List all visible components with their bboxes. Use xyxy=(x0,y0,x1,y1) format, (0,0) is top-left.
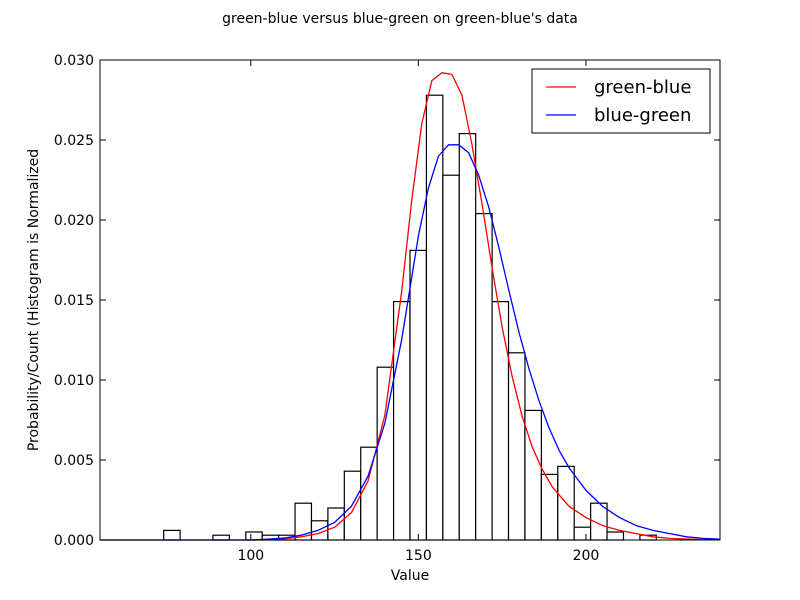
histogram-bar xyxy=(491,301,510,541)
histogram-bar xyxy=(507,352,526,541)
histogram-bar xyxy=(442,174,460,541)
x-tick-label: 150 xyxy=(405,548,432,564)
y-tick-label: 0.025 xyxy=(54,133,94,149)
histogram-bar xyxy=(540,473,559,541)
histogram-bar xyxy=(475,213,493,541)
y-tick-label: 0.020 xyxy=(54,213,94,229)
x-axis-label: Value xyxy=(391,568,429,584)
histogram-bar xyxy=(245,531,263,541)
histogram-bar xyxy=(163,529,181,541)
y-tick-label: 0.015 xyxy=(54,293,94,309)
histogram-bar xyxy=(425,94,444,541)
y-axis: 0.000 0.005 0.010 0.015 0.020 0.025 0.030 xyxy=(54,53,720,549)
legend-box xyxy=(531,68,711,134)
x-tick-label: 100 xyxy=(237,548,264,564)
histogram-bar xyxy=(573,526,592,541)
histogram-bar xyxy=(524,409,542,541)
histogram-bar xyxy=(458,133,477,541)
legend-label-blue-green: blue-green xyxy=(594,105,691,126)
chart-title: green-blue versus blue-green on green-bl… xyxy=(222,11,578,27)
y-tick-label: 0.005 xyxy=(54,453,94,469)
legend-label-green-blue: green-blue xyxy=(594,77,691,98)
histogram xyxy=(163,94,657,541)
y-tick-label: 0.010 xyxy=(54,373,94,389)
histogram-bar xyxy=(409,249,428,541)
x-axis: 100 150 200 xyxy=(237,60,599,564)
histogram-bar xyxy=(606,531,625,541)
legend: green-blue blue-green xyxy=(531,68,711,134)
y-tick-label: 0.000 xyxy=(54,533,94,549)
y-axis-label: Probability/Count (Histogram is Normaliz… xyxy=(26,149,42,451)
x-tick-label: 200 xyxy=(573,548,600,564)
y-tick-label: 0.030 xyxy=(54,53,94,69)
histogram-bar xyxy=(212,534,230,541)
histogram-bar xyxy=(360,446,378,541)
